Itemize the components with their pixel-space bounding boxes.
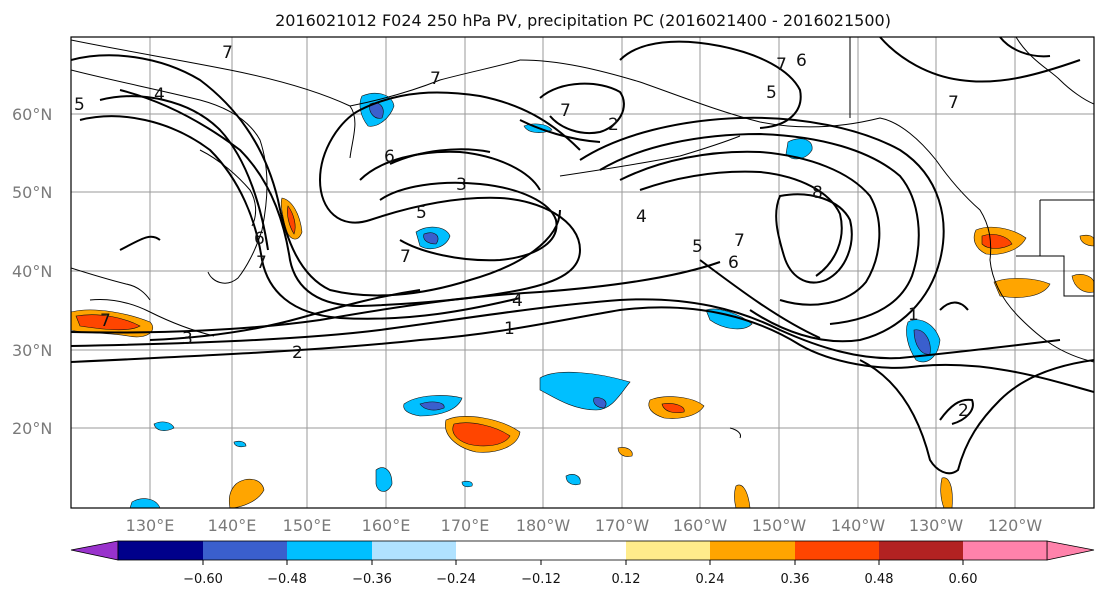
- contour-label: 6: [728, 253, 739, 273]
- contour-label: 1: [504, 319, 515, 339]
- colorbar-tick-label: −0.12: [521, 572, 561, 587]
- colorbar-segment: [287, 541, 372, 560]
- lat-label: 40°N: [12, 262, 52, 281]
- colorbar-ticks: [202, 560, 964, 565]
- contour-label: 7: [400, 247, 411, 267]
- map-panel: 7 4 6 7 6 7 3 5 7 4 1 2 3 7 2 7 4 5 7 6: [70, 36, 1095, 509]
- lon-label: 170°W: [595, 516, 650, 535]
- colorbar-segment: [879, 541, 963, 560]
- contour-label: 4: [154, 85, 165, 105]
- colorbar-segment: [795, 541, 879, 560]
- lon-label: 140°W: [831, 516, 886, 535]
- colorbar-segment: [372, 541, 456, 560]
- contour-label: 7: [560, 101, 571, 121]
- colorbar-tick-label: 0.12: [612, 572, 641, 587]
- lon-label: 150°E: [283, 516, 332, 535]
- pv-contours: [71, 37, 1094, 475]
- contour-label: 5: [74, 95, 85, 115]
- colorbar-extend-high: [1046, 540, 1095, 561]
- colorbar-segment: [541, 541, 626, 560]
- colorbar-segment: [963, 541, 1047, 560]
- precipitation-patches: [71, 93, 1094, 508]
- contour-label: 6: [254, 229, 265, 249]
- colorbar-tick-label: 0.60: [949, 572, 978, 587]
- contour-label: 5: [692, 237, 703, 257]
- lon-label: 150°W: [752, 516, 807, 535]
- longitude-labels: 130°E 140°E 150°E 160°E 170°E 180°W 170°…: [126, 516, 1043, 535]
- map-title: 2016021012 F024 250 hPa PV, precipitatio…: [275, 11, 891, 30]
- lon-label: 120°W: [988, 516, 1043, 535]
- contour-label: 4: [512, 291, 523, 311]
- contour-label: 2: [958, 401, 969, 421]
- contour-label: 1: [908, 305, 919, 325]
- colorbar-outline: [117, 540, 1048, 561]
- colorbar-tick-label: −0.24: [436, 572, 476, 587]
- colorbar-tick-label: −0.36: [352, 572, 392, 587]
- colorbar-segment: [710, 541, 795, 560]
- contour-label: 7: [256, 253, 267, 273]
- contour-label: 5: [766, 83, 777, 103]
- lon-label: 160°E: [362, 516, 411, 535]
- colorbar-segment: [203, 541, 287, 560]
- colorbar-segment: [626, 541, 710, 560]
- contour-label: 7: [948, 93, 959, 113]
- colorbar-tick-label: 0.36: [781, 572, 810, 587]
- contour-label: 3: [182, 329, 193, 349]
- colorbar-segment: [118, 541, 203, 560]
- colorbar-tick-label: −0.60: [183, 572, 223, 587]
- colorbar-tick-label: 0.48: [865, 572, 894, 587]
- contour-label: 7: [222, 43, 233, 63]
- contour-label: 7: [776, 55, 787, 75]
- colorbar-extend-low: [70, 540, 119, 561]
- contour-label: 7: [734, 231, 745, 251]
- lat-label: 30°N: [12, 341, 52, 360]
- contour-label: 8: [812, 183, 823, 203]
- lon-label: 180°W: [516, 516, 571, 535]
- lon-label: 130°E: [126, 516, 175, 535]
- contour-label: 3: [456, 175, 467, 195]
- lon-label: 160°W: [673, 516, 728, 535]
- contour-label: 2: [292, 343, 303, 363]
- contour-labels: 7 4 6 7 6 7 3 5 7 4 1 2 3 7 2 7 4 5 7 6: [74, 43, 969, 421]
- contour-label: 7: [100, 311, 111, 331]
- colorbar: −0.60 −0.48 −0.36 −0.24 −0.12 0.12 0.24 …: [70, 540, 1095, 587]
- contour-label: 5: [416, 203, 427, 223]
- map-frame: [70, 36, 1095, 509]
- contour-label: 6: [384, 147, 395, 167]
- lon-label: 130°W: [909, 516, 964, 535]
- lon-label: 140°E: [208, 516, 257, 535]
- lat-label: 20°N: [12, 419, 52, 438]
- lat-label: 50°N: [12, 183, 52, 202]
- colorbar-tick-label: 0.24: [696, 572, 725, 587]
- latitude-labels: 60°N 50°N 40°N 30°N 20°N: [12, 105, 52, 438]
- lon-label: 170°E: [441, 516, 490, 535]
- colorbar-segment: [456, 541, 541, 560]
- lat-label: 60°N: [12, 105, 52, 124]
- contour-label: 6: [796, 51, 807, 71]
- map-background: [71, 37, 1094, 508]
- contour-label: 7: [430, 69, 441, 89]
- contour-label: 4: [636, 207, 647, 227]
- contour-label: 2: [608, 115, 619, 135]
- colorbar-tick-label: −0.48: [267, 572, 307, 587]
